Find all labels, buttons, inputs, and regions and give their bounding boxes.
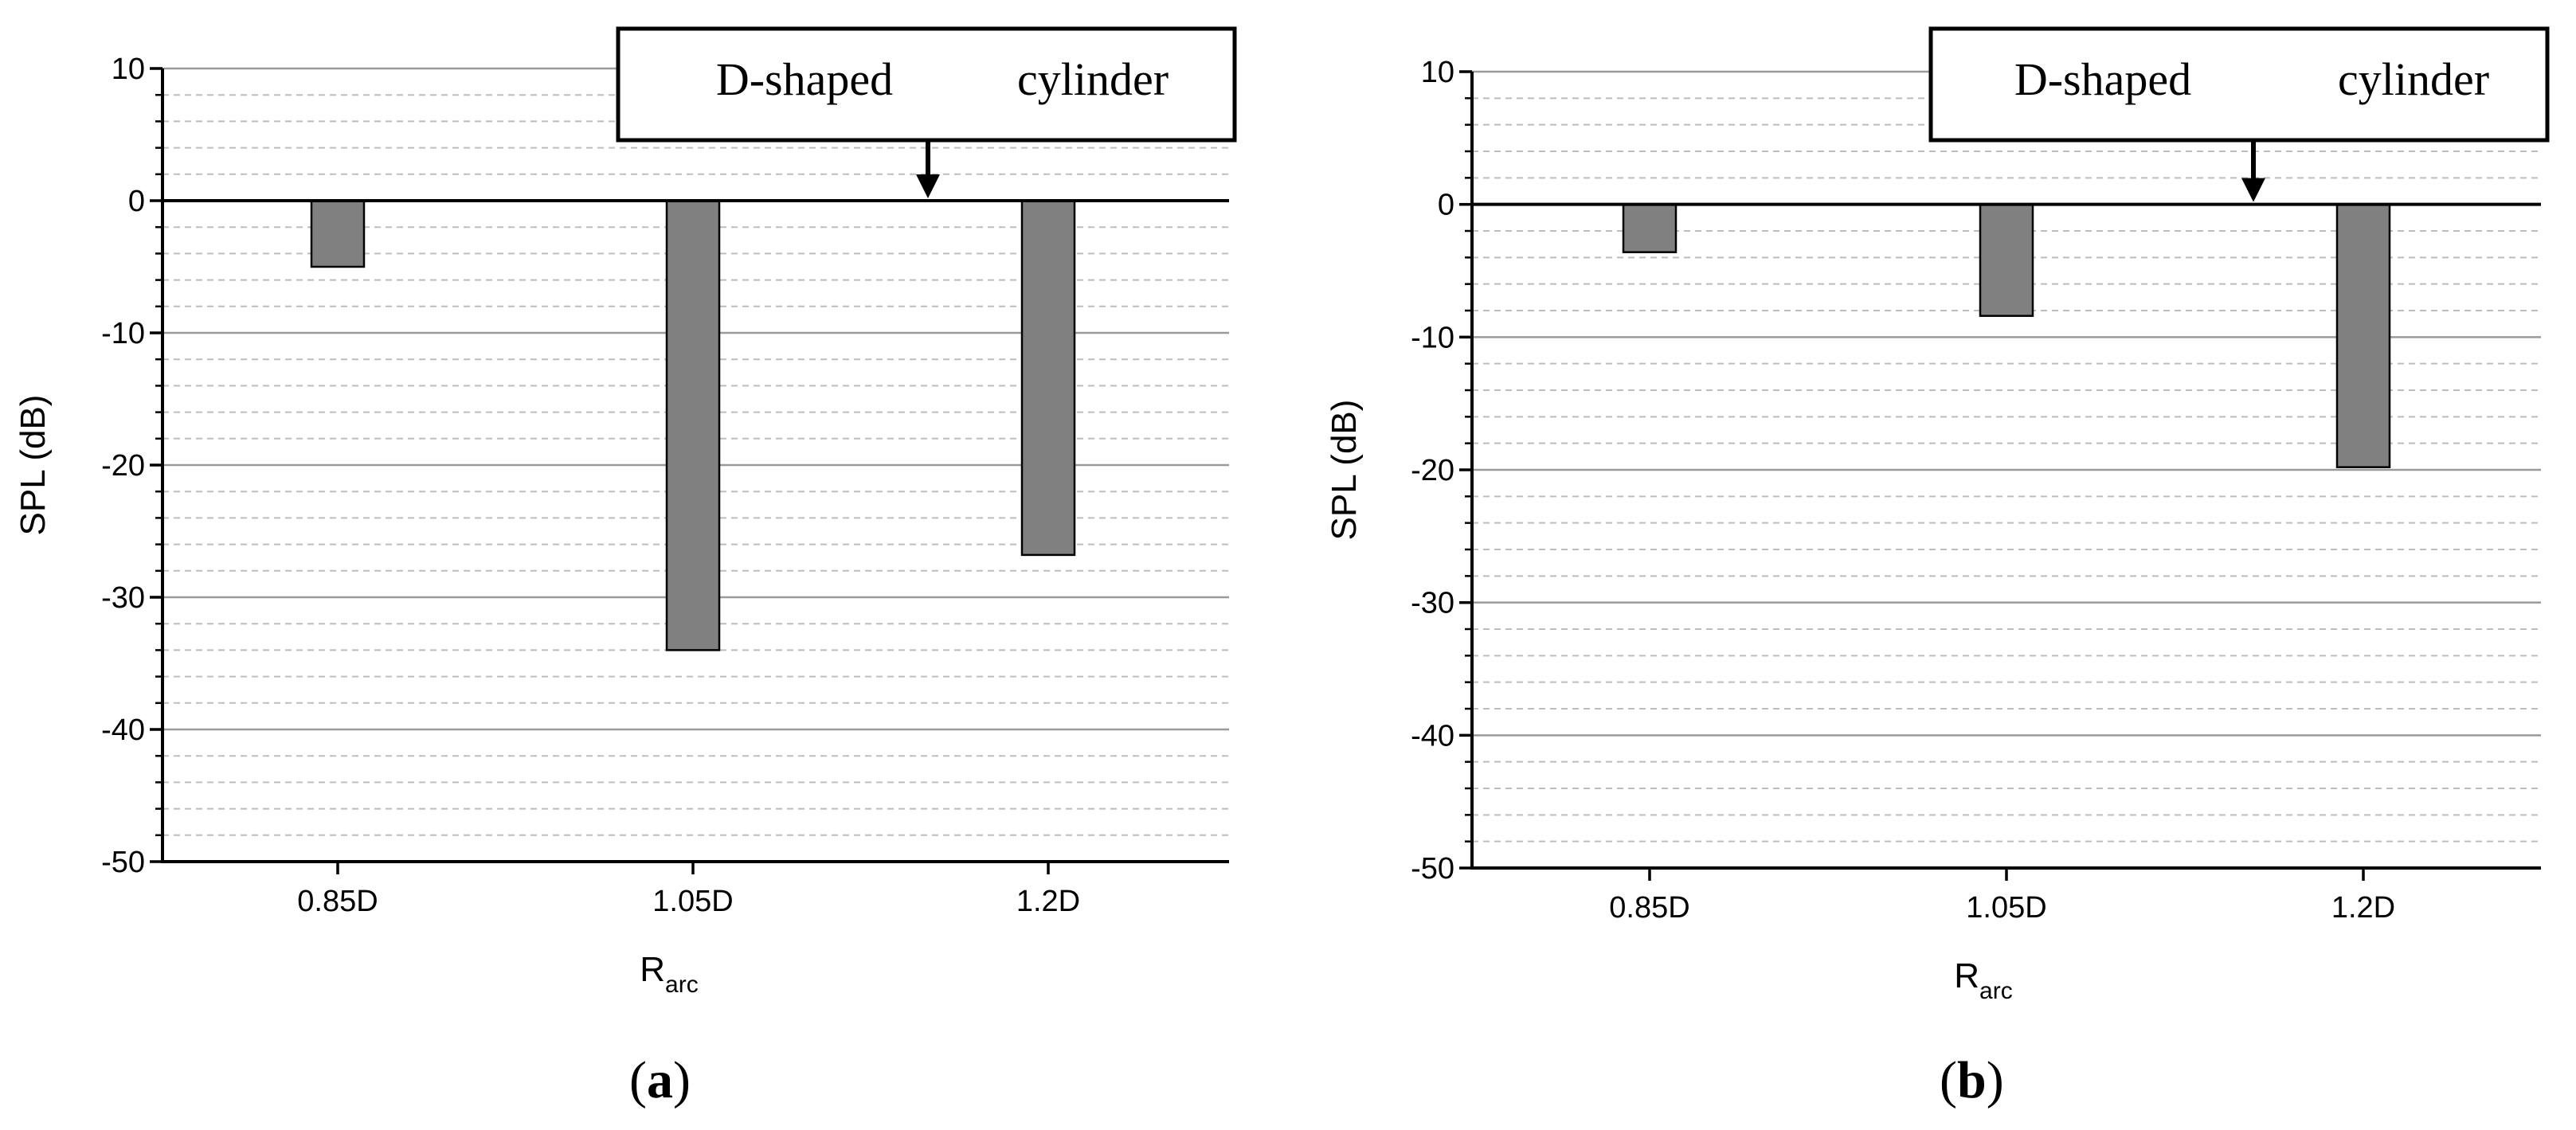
x-tick-label: 1.2D bbox=[2331, 891, 2395, 925]
x-axis-title: Rarc bbox=[1954, 956, 2012, 1004]
chart-panel-b: 10 0 -10 -20 -30 -40 -50 0.85D 1.05D 1.2D SPL (dB)… bbox=[1325, 26, 2550, 1109]
x-tick-label: 0.85D bbox=[1609, 891, 1689, 925]
callout-word-1: D-shaped bbox=[2014, 53, 2191, 105]
chart-panel-a: 10 0 -10 -20 -30 -40 -50 0.85D 1.05D 1.2D SPL (dB)… bbox=[14, 26, 1237, 1109]
y-axis-title: SPL (dB) bbox=[14, 395, 53, 536]
panel-label-paren-close: ) bbox=[673, 1051, 691, 1109]
x-tick-label: 1.05D bbox=[1966, 891, 2046, 925]
y-tick-label: -10 bbox=[101, 317, 145, 350]
callout-box bbox=[1928, 26, 2550, 143]
x-tick-label: 1.05D bbox=[652, 885, 733, 918]
y-tick-label: -30 bbox=[1411, 587, 1454, 620]
y-tick-label: -50 bbox=[101, 846, 145, 879]
panel-label: (b) bbox=[1940, 1051, 2004, 1109]
y-tick-label: -20 bbox=[1411, 454, 1454, 487]
callout-arrow-head bbox=[916, 174, 940, 198]
callout-word-1: D-shaped bbox=[716, 53, 893, 105]
x-axis-title-main: R bbox=[640, 950, 665, 989]
bar-1.05D bbox=[665, 199, 721, 651]
x-axis-title-subscript: arc bbox=[665, 972, 699, 998]
callout-word-2: cylinder bbox=[1017, 53, 1169, 105]
panel-label-paren-open: ( bbox=[1940, 1051, 1957, 1109]
bar-1.2D bbox=[1020, 199, 1076, 557]
panel-label-letter: a bbox=[647, 1051, 673, 1109]
y-tick-label: 10 bbox=[1421, 56, 1454, 89]
x-axis-title: Rarc bbox=[640, 950, 698, 998]
bar-1.2D bbox=[2335, 203, 2391, 468]
x-axis-title-main: R bbox=[1954, 956, 1979, 995]
x-tick-label: 0.85D bbox=[297, 885, 378, 918]
y-tick-label: 10 bbox=[112, 53, 145, 86]
y-axis-title: SPL (dB) bbox=[1325, 400, 1364, 541]
bar-0.85D bbox=[310, 199, 366, 268]
y-tick-label: -10 bbox=[1411, 321, 1454, 354]
x-tick-label: 1.2D bbox=[1016, 885, 1080, 918]
panel-label-paren-open: ( bbox=[629, 1051, 647, 1109]
y-tick-label: -20 bbox=[101, 449, 145, 483]
panel-label-paren-close: ) bbox=[1987, 1051, 2004, 1109]
callout-arrow-head bbox=[2241, 178, 2265, 202]
panel-label: (a) bbox=[629, 1051, 691, 1109]
y-tick-label: -40 bbox=[101, 714, 145, 747]
bar-1.05D bbox=[1979, 203, 2034, 317]
x-axis-title-subscript: arc bbox=[1979, 978, 2013, 1004]
callout-box bbox=[616, 26, 1237, 143]
y-tick-label: -30 bbox=[101, 581, 145, 615]
bar-0.85D bbox=[1622, 203, 1678, 253]
callout-word-2: cylinder bbox=[2338, 53, 2489, 105]
y-tick-label: -40 bbox=[1411, 719, 1454, 753]
panel-label-letter: b bbox=[1957, 1051, 1987, 1109]
y-tick-label: 0 bbox=[128, 185, 145, 218]
y-tick-label: -50 bbox=[1411, 852, 1454, 886]
y-tick-label: 0 bbox=[1438, 189, 1454, 222]
